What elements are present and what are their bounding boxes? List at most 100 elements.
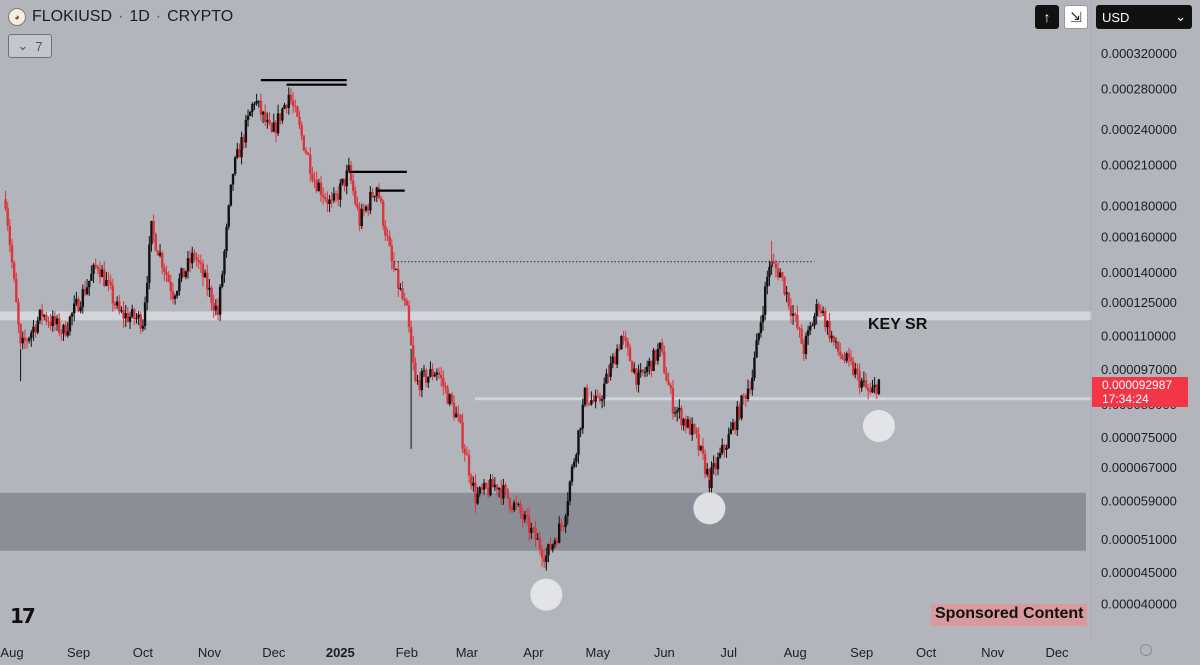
candle: [740, 394, 743, 421]
candle-body: [300, 125, 303, 136]
candle: [105, 271, 108, 287]
candle-body: [152, 220, 155, 234]
candle: [476, 487, 479, 506]
key-sr-band: [0, 311, 1092, 321]
candle-body: [785, 292, 788, 295]
candle: [188, 250, 192, 273]
collapse-indicators-button[interactable]: ⌄ 7: [8, 34, 52, 58]
tradingview-logo[interactable]: 17: [10, 604, 36, 628]
candle-body: [675, 410, 679, 413]
candle-body: [673, 412, 677, 414]
candle: [19, 323, 22, 349]
candle: [326, 191, 329, 213]
candle: [345, 164, 348, 195]
candle-body: [532, 527, 535, 529]
price-tick-label: 0.000045000: [1101, 565, 1177, 580]
candle-body: [628, 347, 632, 362]
candle-body: [266, 119, 269, 122]
candle: [836, 341, 840, 356]
candle: [628, 343, 632, 362]
candle: [830, 330, 833, 343]
candle-body: [88, 280, 91, 288]
candle: [148, 236, 151, 290]
candle-body: [66, 331, 69, 336]
candle-body: [618, 348, 621, 350]
candle: [774, 259, 778, 278]
candle-body: [268, 119, 271, 124]
candle: [789, 297, 793, 324]
candle-body: [832, 335, 836, 343]
symbol-name[interactable]: FLOKIUSD: [32, 8, 113, 25]
candle-body: [596, 395, 600, 397]
candle: [600, 395, 604, 409]
candle-body: [525, 514, 529, 517]
candle: [851, 356, 855, 377]
candle: [199, 254, 203, 273]
candle: [796, 305, 799, 331]
candle: [343, 178, 346, 192]
candle: [206, 264, 209, 297]
candle: [246, 109, 250, 127]
candle: [607, 364, 610, 384]
candle: [223, 249, 226, 283]
candle: [152, 214, 155, 243]
candle-body: [751, 377, 754, 390]
candle-body: [442, 377, 445, 386]
candle: [497, 486, 501, 498]
candle-body: [255, 101, 258, 104]
interval-label[interactable]: 1D: [129, 8, 150, 25]
candle: [759, 315, 763, 338]
candle: [626, 337, 630, 356]
candle-body: [731, 422, 735, 430]
time-tick-label: Oct: [916, 645, 937, 660]
candle-body: [328, 199, 331, 204]
candle: [341, 178, 344, 186]
price-tick-label: 0.000280000: [1101, 81, 1177, 96]
fit-screen-button[interactable]: ⇲: [1064, 5, 1088, 29]
candle-body: [710, 467, 713, 488]
indicator-count: 7: [35, 38, 43, 54]
candle-body: [279, 113, 282, 121]
candle: [446, 384, 449, 405]
candle: [699, 445, 702, 452]
candle-body: [55, 318, 59, 325]
candle-body: [527, 516, 531, 534]
candle-body: [354, 191, 357, 204]
candle-body: [240, 137, 243, 158]
candle-body: [454, 413, 458, 418]
candle: [442, 370, 445, 396]
gear-icon[interactable]: [1140, 644, 1152, 656]
candle: [519, 500, 522, 519]
candle-body: [330, 199, 333, 201]
candle-body: [409, 326, 413, 346]
candle: [236, 142, 239, 159]
candle: [727, 427, 730, 449]
candle: [186, 251, 190, 279]
candle-body: [12, 262, 16, 279]
candle: [832, 335, 836, 347]
candle-body: [530, 527, 533, 534]
candle: [532, 526, 535, 533]
candle-body: [487, 487, 490, 496]
arrow-up-button[interactable]: ↑: [1035, 5, 1059, 29]
candle: [772, 253, 775, 265]
candle: [641, 369, 645, 376]
candle: [253, 101, 256, 111]
candle: [373, 195, 376, 202]
candle-body: [165, 272, 168, 275]
candle-body: [351, 180, 355, 192]
candle: [281, 107, 284, 124]
candle-body: [298, 116, 301, 126]
candle-body: [435, 372, 439, 375]
candle-body: [397, 268, 400, 289]
candle-body: [392, 261, 396, 270]
candle: [156, 249, 160, 256]
candle-body: [399, 288, 402, 290]
floki-dog-icon[interactable]: ◕: [8, 8, 26, 26]
currency-select[interactable]: USD ⌄: [1096, 5, 1192, 29]
candle-body: [418, 380, 421, 391]
candle-body: [847, 353, 851, 358]
candle-body: [81, 289, 85, 308]
candle-body: [49, 322, 52, 326]
